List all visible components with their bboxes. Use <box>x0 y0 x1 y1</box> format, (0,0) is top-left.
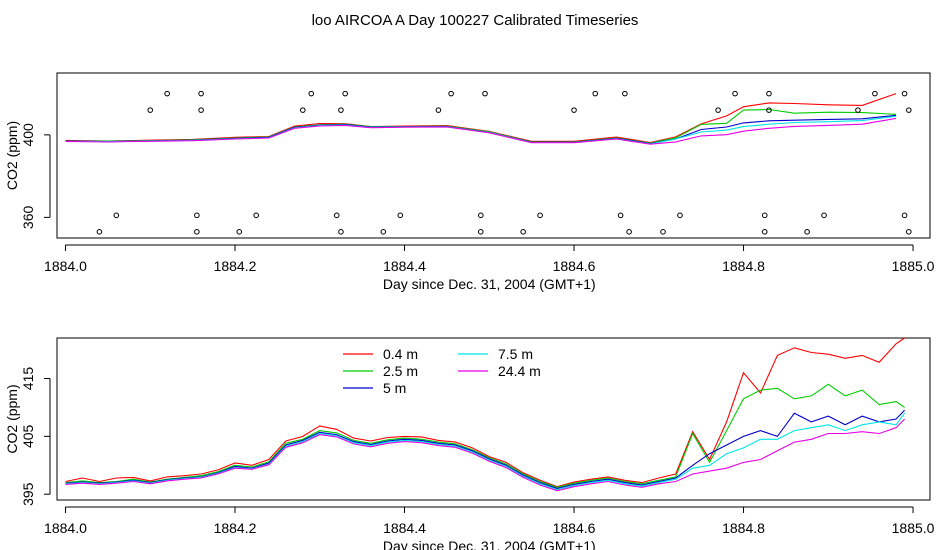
data-point <box>198 107 204 113</box>
y-tick-label: 415 <box>20 367 36 391</box>
data-point <box>380 229 387 235</box>
y-tick-label: 395 <box>20 482 36 506</box>
data-point <box>592 90 599 97</box>
series-line <box>65 418 905 492</box>
series-line <box>65 412 906 491</box>
data-point <box>194 229 200 235</box>
data-point <box>236 229 243 235</box>
data-point <box>766 90 772 97</box>
data-point <box>715 107 721 113</box>
data-point <box>901 212 908 219</box>
data-point <box>342 90 348 97</box>
x-tick-label: 1884.2 <box>214 520 257 536</box>
data-point <box>761 229 768 235</box>
data-point <box>626 229 632 235</box>
data-point <box>537 212 543 219</box>
data-point <box>901 90 908 97</box>
data-point <box>821 212 827 219</box>
x-tick-label: 1884.0 <box>44 258 87 274</box>
x-tick-label: 1884.4 <box>383 258 426 274</box>
data-point <box>482 90 488 97</box>
bottom-panel: 1884.0 1884.2 1884.4 1884.6 1884.8 1885.0 Day … <box>4 337 935 550</box>
x-tick-label: 1885.0 <box>892 520 935 536</box>
data-point <box>804 229 810 235</box>
data-point <box>477 229 484 235</box>
data-point <box>855 107 861 113</box>
data-point <box>198 90 204 97</box>
series-line <box>65 108 897 144</box>
data-point <box>299 107 306 113</box>
data-point <box>338 229 344 235</box>
x-tick-label: 1885.0 <box>892 258 935 274</box>
data-point <box>906 107 912 113</box>
data-point <box>622 90 628 97</box>
data-point <box>435 107 442 113</box>
x-tick-label: 1884.2 <box>214 258 257 274</box>
legend-label: 0.4 m <box>383 346 418 362</box>
y-tick-label: 360 <box>20 205 36 229</box>
data-point <box>872 90 878 97</box>
data-point <box>617 212 624 219</box>
data-point <box>906 229 912 235</box>
data-point <box>253 212 259 219</box>
top-panel: 1884.0 1884.2 1884.4 1884.6 1884.8 1885.0 Day … <box>4 72 935 292</box>
legend-label: 2.5 m <box>383 363 418 379</box>
data-point <box>96 229 103 235</box>
data-point <box>308 90 315 97</box>
x-tick-label: 1884.6 <box>553 520 596 536</box>
y-tick-label: 405 <box>20 424 36 448</box>
series-line <box>65 117 897 145</box>
series-line <box>65 383 905 488</box>
data-point <box>194 212 200 219</box>
y-axis-label: CO2 (ppm) <box>4 384 20 453</box>
data-point <box>766 107 772 113</box>
x-tick-label: 1884.4 <box>383 520 426 536</box>
data-point <box>571 107 577 113</box>
data-point <box>677 212 683 219</box>
data-point <box>147 107 154 113</box>
x-axis-label: Day since Dec. 31, 2004 (GMT+1) <box>383 276 596 292</box>
legend-label: 5 m <box>383 380 406 396</box>
legend-label: 7.5 m <box>498 346 533 362</box>
x-tick-label: 1884.8 <box>722 520 765 536</box>
series-line <box>65 337 905 488</box>
data-point <box>338 107 344 113</box>
y-axis-label: CO2 (ppm) <box>4 121 20 190</box>
plot-frame <box>56 337 931 501</box>
plot-frame <box>56 72 931 239</box>
data-point <box>732 90 738 97</box>
data-point <box>761 212 768 219</box>
series-line <box>65 93 897 144</box>
data-point <box>397 212 404 219</box>
legend-label: 24.4 m <box>498 363 541 379</box>
data-point <box>520 229 526 235</box>
data-point <box>164 90 170 97</box>
y-tick-label: 400 <box>20 123 36 147</box>
x-tick-label: 1884.6 <box>553 258 596 274</box>
x-axis-label: Day since Dec. 31, 2004 (GMT+1) <box>383 538 596 550</box>
data-point <box>113 212 120 219</box>
data-point <box>448 90 454 97</box>
x-tick-label: 1884.0 <box>44 520 87 536</box>
data-point <box>477 212 484 219</box>
data-point <box>660 229 666 235</box>
x-tick-label: 1884.8 <box>722 258 765 274</box>
chart-title: loo AIRCOA A Day 100227 Calibrated Times… <box>312 12 639 29</box>
data-point <box>333 212 340 219</box>
